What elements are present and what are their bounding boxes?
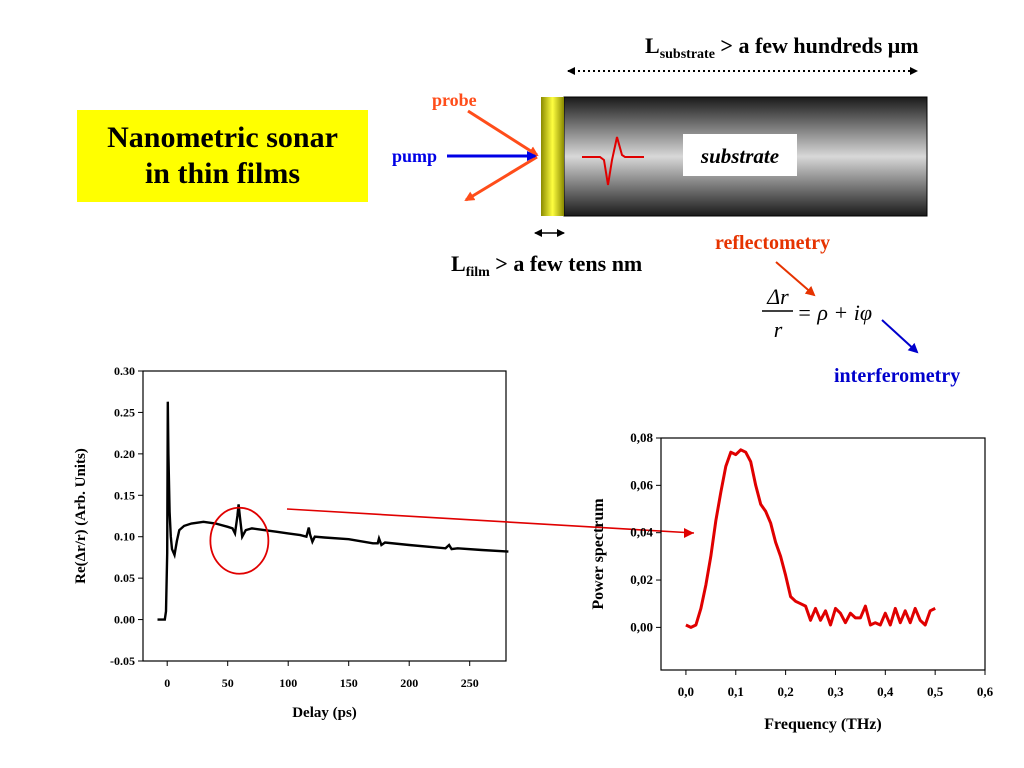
substrate-label: substrate bbox=[700, 144, 779, 168]
x-tick-label: 0,6 bbox=[977, 684, 994, 699]
acoustic-pulse bbox=[582, 136, 644, 186]
x-tick-label: 200 bbox=[400, 676, 418, 690]
y-tick-label: 0.00 bbox=[114, 613, 135, 627]
spectrum-chart: 0,0 0,1 0,2 0,3 0,4 0,5 0,6 0,00 0,02 0,04 0,06 0,0… bbox=[590, 430, 994, 733]
y-tick-label: 0,02 bbox=[630, 572, 653, 587]
y-tick-label: 0,00 bbox=[630, 619, 653, 634]
y-tick-label: 0.30 bbox=[114, 364, 135, 378]
y-tick-label: 0.10 bbox=[114, 530, 135, 544]
title-box: Nanometric sonar in thin films bbox=[77, 110, 368, 202]
y-tick-label: 0.15 bbox=[114, 488, 135, 502]
x-tick-label: 150 bbox=[340, 676, 358, 690]
x-tick-label: 0 bbox=[164, 676, 170, 690]
y-tick-label: 0,08 bbox=[630, 430, 653, 445]
sonar-diagram: Lsubstrate > a few hundreds μm substrate… bbox=[392, 33, 928, 354]
thin-film bbox=[541, 97, 564, 216]
reflectometry-label: reflectometry bbox=[715, 232, 830, 254]
equation-rhs: = ρ + iφ bbox=[797, 300, 872, 325]
x-tick-label: 0,2 bbox=[777, 684, 793, 699]
delay-chart-frame bbox=[142, 370, 507, 662]
x-tick-label: 0,4 bbox=[877, 684, 894, 699]
x-tick-label: 0,5 bbox=[927, 684, 944, 699]
substrate-length-label: Lsubstrate > a few hundreds μm bbox=[645, 33, 919, 62]
delay-chart-ylabel: Re(Δr/r) (Arb. Units) bbox=[73, 448, 89, 584]
x-tick-label: 100 bbox=[279, 676, 297, 690]
spectrum-chart-xlabel: Frequency (THz) bbox=[764, 716, 881, 733]
title-text: Nanometric sonar in thin films bbox=[107, 121, 338, 190]
spectrum-chart-ylabel: Power spectrum bbox=[590, 498, 607, 610]
pump-label: pump bbox=[392, 146, 437, 166]
y-tick-label: 0.05 bbox=[114, 571, 135, 585]
echo-highlight-circle bbox=[209, 506, 270, 575]
film-length-label: Lfilm > a few tens nm bbox=[451, 251, 642, 280]
interferometry-arrow bbox=[881, 319, 919, 354]
probe-reflected-arrow bbox=[464, 155, 538, 202]
delay-chart: 0 50 100 150 200 250 -0.05 0.00 0.05 0.10 0.15 0.20… bbox=[73, 364, 509, 721]
probe-incident-arrow bbox=[467, 109, 539, 157]
equation-denominator: r bbox=[774, 317, 783, 342]
interferometry-label: interferometry bbox=[834, 365, 960, 387]
reflectometry-arrow bbox=[775, 261, 816, 297]
y-tick-label: 0,06 bbox=[630, 477, 653, 492]
x-tick-label: 0,1 bbox=[728, 684, 744, 699]
substrate-label-box bbox=[683, 134, 797, 176]
delay-chart-xlabel: Delay (ps) bbox=[292, 705, 357, 721]
delay-chart-series-line bbox=[157, 401, 509, 621]
probe-label: probe bbox=[432, 90, 477, 110]
equation-numerator: Δr bbox=[766, 284, 789, 309]
spectrum-chart-frame bbox=[660, 437, 986, 671]
zoom-connector-arrow bbox=[286, 508, 695, 534]
x-tick-label: 50 bbox=[222, 676, 234, 690]
y-tick-label: 0,04 bbox=[630, 525, 653, 540]
x-tick-label: 0,3 bbox=[827, 684, 844, 699]
x-tick-label: 250 bbox=[461, 676, 479, 690]
spectrum-chart-series-line bbox=[685, 448, 936, 629]
y-tick-label: 0.25 bbox=[114, 405, 135, 419]
y-tick-label: -0.05 bbox=[110, 654, 135, 668]
y-tick-label: 0.20 bbox=[114, 447, 135, 461]
zoom-connector-arrowhead bbox=[684, 528, 694, 538]
x-tick-label: 0,0 bbox=[678, 684, 694, 699]
